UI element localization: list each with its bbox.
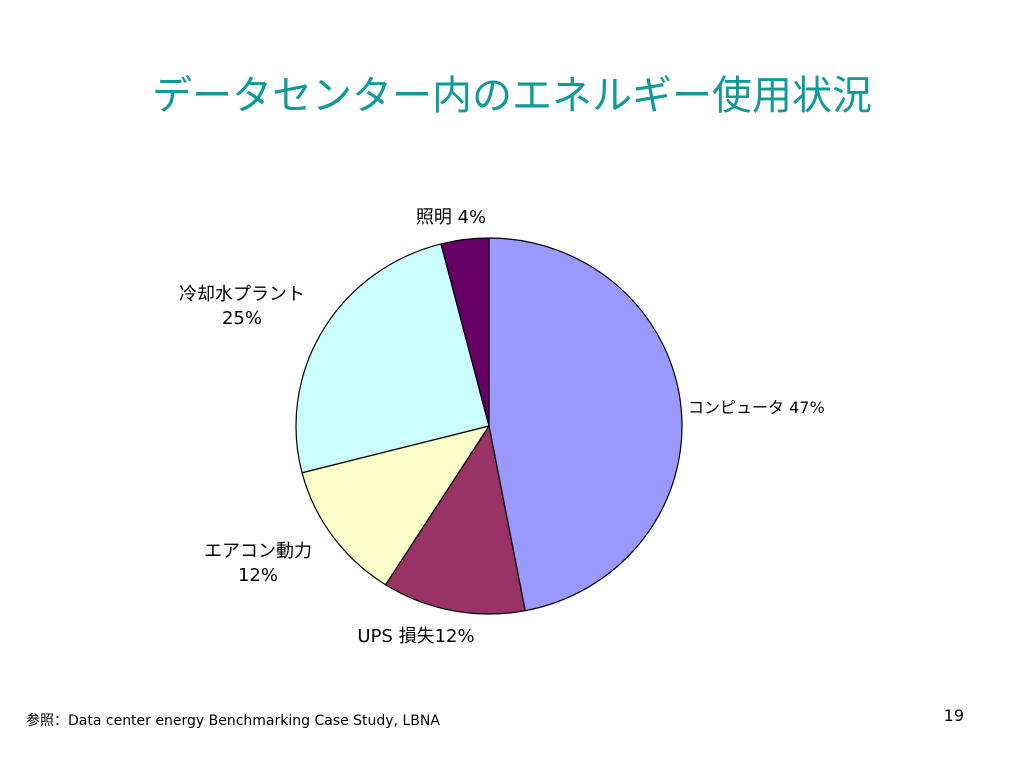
label-chilled-water-plant: 冷却水プラント 25% <box>152 283 332 331</box>
label-ups-loss: UPS 損失12% <box>328 625 504 649</box>
pie-slice-3 <box>295 243 490 474</box>
label-air-conditioning-name: エアコン動力 <box>204 541 312 562</box>
label-ups-loss-text: UPS 損失12% <box>357 626 475 647</box>
page-number: 19 <box>943 706 964 725</box>
label-computer: コンピュータ 47% <box>688 396 838 420</box>
label-lighting: 照明 4% <box>396 206 506 230</box>
pie-slice-4 <box>440 237 490 427</box>
label-lighting-text: 照明 4% <box>415 207 487 228</box>
label-air-conditioning: エアコン動力 12% <box>178 540 338 588</box>
slide-title: データセンター内のエネルギー使用状況 <box>152 73 872 119</box>
pie-slice-0 <box>488 237 683 612</box>
source-note: 参照：Data center energy Benchmarking Case … <box>26 713 440 729</box>
pie-slice-2 <box>301 425 490 586</box>
label-computer-text: コンピュータ 47% <box>688 398 825 417</box>
label-air-conditioning-pct: 12% <box>237 565 278 586</box>
pie-slice-1 <box>384 425 526 615</box>
label-chilled-water-plant-pct: 25% <box>221 308 262 329</box>
label-chilled-water-plant-name: 冷却水プラント <box>179 284 305 305</box>
